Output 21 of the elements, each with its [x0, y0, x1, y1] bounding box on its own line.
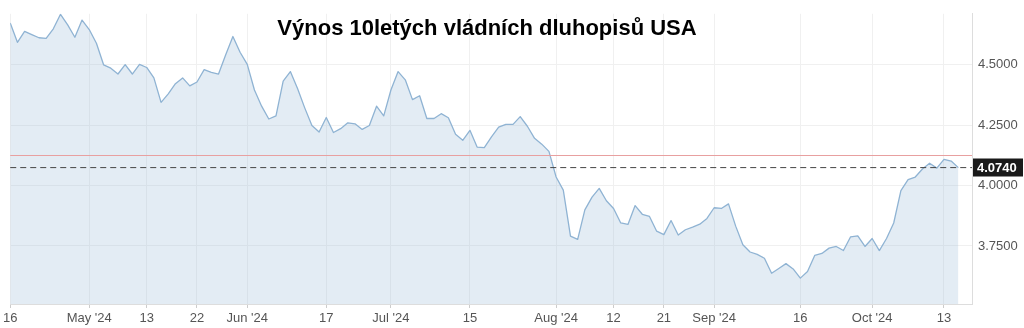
x-tick-label: 22: [189, 310, 205, 326]
y-tick-label: 3.7500: [978, 237, 1018, 253]
y-tick-label: 4.0000: [978, 177, 1018, 193]
chart-title: Výnos 10letých vládních dluhopisů USA: [277, 15, 697, 41]
y-tick-label: 4.5000: [978, 56, 1018, 72]
y-tick-label: 4.2500: [978, 116, 1018, 132]
x-tick-label: 12: [606, 310, 621, 326]
x-tick-label: Jul '24: [372, 310, 410, 326]
x-tick-label: Aug '24: [534, 310, 578, 326]
x-tick-label: Jun '24: [226, 310, 269, 326]
x-tick-label: 15: [462, 310, 478, 326]
x-tick-label: 13: [139, 310, 154, 326]
ref-line-label: 4.0740: [977, 160, 1017, 176]
x-tick-label: 16: [3, 310, 18, 326]
x-tick-label: 21: [656, 310, 672, 326]
x-tick-label: Sep '24: [692, 310, 736, 326]
x-tick-label: May '24: [66, 310, 112, 326]
x-tick-label: 17: [319, 310, 334, 326]
x-tick-label: 16: [793, 310, 808, 326]
x-tick-label: 13: [936, 310, 952, 326]
x-tick-label: Oct '24: [851, 310, 893, 326]
